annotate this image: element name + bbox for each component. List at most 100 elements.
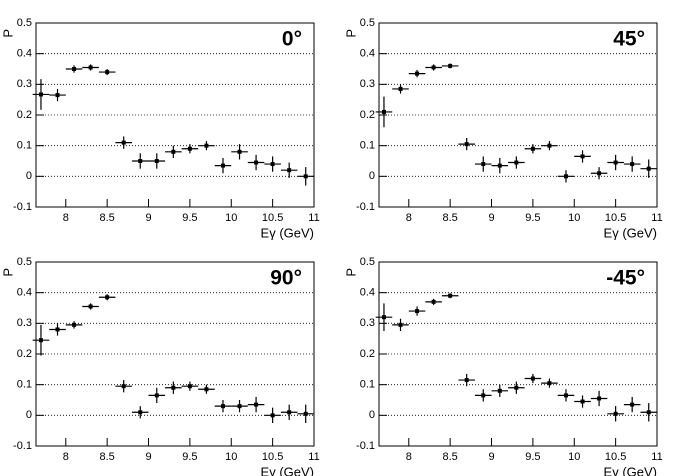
data-point bbox=[72, 67, 77, 71]
y-tick-label: 0.4 bbox=[17, 48, 32, 60]
panel: -0.1 0 0.1 0.2 0.3 0.4 0.5 8 8.5 9 9.5 10 10.5 11 0° Eγ… bbox=[0, 17, 319, 241]
y-tick-label: 0.1 bbox=[17, 140, 32, 152]
panel-title: 90° bbox=[270, 267, 302, 290]
data-point bbox=[287, 410, 292, 415]
y-tick-label: -0.1 bbox=[13, 440, 32, 452]
x-tick-label: 8.5 bbox=[443, 451, 458, 463]
x-tick-label: 8.5 bbox=[100, 451, 115, 463]
data-point bbox=[38, 338, 43, 343]
y-tick-label: -0.1 bbox=[13, 201, 32, 213]
data-point bbox=[121, 384, 126, 389]
y-tick-label: -0.1 bbox=[356, 440, 375, 452]
x-tick-label: 9 bbox=[488, 212, 494, 224]
data-point bbox=[38, 92, 43, 97]
x-axis-label: Eγ (GeV) bbox=[604, 464, 657, 476]
data-point bbox=[381, 109, 386, 114]
data-point bbox=[481, 162, 486, 167]
x-tick-label: 9.5 bbox=[525, 212, 540, 224]
panel-title: 0° bbox=[282, 28, 302, 51]
data-point bbox=[138, 159, 143, 163]
data-point bbox=[497, 388, 502, 393]
data-point bbox=[597, 396, 602, 401]
data-point bbox=[204, 387, 209, 392]
y-axis-label: P bbox=[0, 268, 15, 277]
data-point bbox=[547, 143, 552, 148]
data-point bbox=[220, 404, 225, 409]
data-point bbox=[187, 384, 192, 389]
data-point bbox=[187, 146, 192, 151]
x-tick-label: 10.5 bbox=[605, 451, 626, 463]
data-point bbox=[464, 142, 469, 147]
data-point bbox=[171, 149, 176, 154]
data-point bbox=[630, 402, 635, 407]
x-axis-label: Eγ (GeV) bbox=[261, 464, 314, 476]
panel-title: -45° bbox=[606, 267, 645, 290]
y-tick-label: 0.2 bbox=[360, 348, 375, 360]
data-point bbox=[464, 378, 469, 383]
data-point bbox=[448, 63, 453, 68]
data-point bbox=[220, 163, 225, 168]
plot-frame bbox=[378, 22, 658, 208]
data-point bbox=[105, 70, 110, 75]
data-point bbox=[105, 295, 110, 300]
data-point bbox=[563, 393, 568, 398]
data-point bbox=[88, 65, 93, 70]
x-tick-label: 10 bbox=[225, 212, 237, 224]
x-tick-label: 11 bbox=[308, 212, 319, 224]
data-point bbox=[204, 143, 209, 148]
y-tick-label: 0.3 bbox=[17, 78, 32, 90]
x-tick-label: 9.5 bbox=[182, 451, 197, 463]
y-tick-label: 0.1 bbox=[360, 379, 375, 391]
data-point bbox=[88, 304, 93, 309]
data-point bbox=[237, 149, 242, 154]
data-point bbox=[72, 322, 77, 327]
data-point bbox=[481, 393, 486, 398]
data-point bbox=[270, 413, 275, 418]
x-tick-label: 9 bbox=[145, 212, 151, 224]
data-point bbox=[303, 411, 308, 416]
data-point bbox=[381, 315, 386, 320]
panel-title: 45° bbox=[613, 28, 645, 51]
plot-frame bbox=[35, 261, 315, 447]
panel: -0.1 0 0.1 0.2 0.3 0.4 0.5 8 8.5 9 9.5 10 10.5 11 -45°… bbox=[343, 256, 662, 476]
data-point bbox=[597, 171, 602, 176]
data-point bbox=[154, 393, 159, 398]
x-tick-label: 9 bbox=[145, 451, 151, 463]
panel: -0.1 0 0.1 0.2 0.3 0.4 0.5 8 8.5 9 9.5 10 10.5 11 90° E… bbox=[0, 256, 319, 476]
data-point bbox=[138, 410, 143, 415]
data-point bbox=[530, 146, 535, 151]
y-axis-label: P bbox=[0, 29, 15, 38]
y-tick-label: 0 bbox=[26, 409, 32, 421]
data-point bbox=[613, 411, 618, 416]
plot-frame bbox=[35, 22, 315, 208]
plot-frame bbox=[378, 261, 658, 447]
data-point bbox=[431, 65, 436, 70]
y-tick-label: 0 bbox=[369, 409, 375, 421]
x-tick-label: 9 bbox=[488, 451, 494, 463]
y-tick-label: 0.4 bbox=[360, 48, 375, 60]
data-point bbox=[398, 86, 403, 91]
x-tick-label: 8.5 bbox=[100, 212, 115, 224]
data-point bbox=[171, 385, 176, 390]
y-tick-label: 0.2 bbox=[17, 109, 32, 121]
y-axis-label: P bbox=[343, 29, 358, 38]
data-point bbox=[55, 327, 60, 332]
data-point bbox=[613, 160, 618, 165]
data-point bbox=[514, 160, 519, 165]
y-tick-label: 0.4 bbox=[17, 287, 32, 299]
data-point bbox=[580, 154, 585, 159]
x-tick-label: 10.5 bbox=[262, 451, 283, 463]
x-tick-label: 8.5 bbox=[443, 212, 458, 224]
data-point bbox=[270, 162, 275, 167]
data-point bbox=[254, 402, 259, 407]
data-point bbox=[580, 399, 585, 404]
y-tick-label: 0.4 bbox=[360, 287, 375, 299]
x-axis-label: Eγ (GeV) bbox=[604, 225, 657, 240]
y-tick-label: 0.2 bbox=[360, 109, 375, 121]
data-point bbox=[646, 410, 651, 415]
data-point bbox=[398, 322, 403, 327]
x-tick-label: 8 bbox=[406, 212, 412, 224]
x-tick-label: 9.5 bbox=[182, 212, 197, 224]
panel: -0.1 0 0.1 0.2 0.3 0.4 0.5 8 8.5 9 9.5 10 10.5 11 45° E… bbox=[343, 17, 662, 241]
